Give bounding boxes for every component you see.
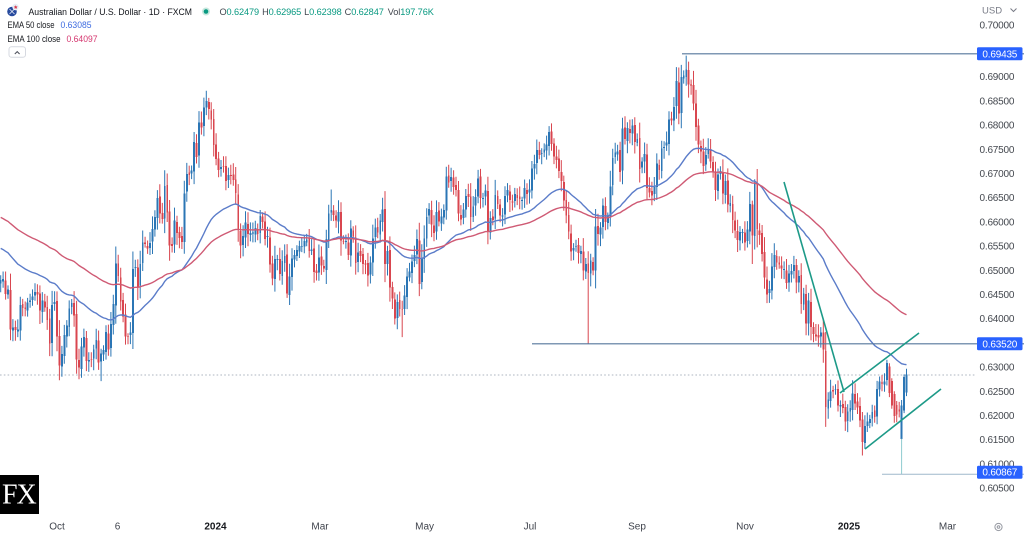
svg-text:2024: 2024 [204, 522, 227, 533]
svg-text:0.70000: 0.70000 [980, 21, 1015, 32]
svg-text:0.65500: 0.65500 [980, 242, 1015, 253]
svg-text:0.66000: 0.66000 [980, 217, 1015, 228]
svg-text:0.68500: 0.68500 [980, 96, 1015, 107]
svg-text:0.69000: 0.69000 [980, 72, 1015, 83]
svg-text:FX: FX [2, 480, 36, 511]
svg-text:Sep: Sep [628, 522, 646, 533]
svg-text:0.60500: 0.60500 [980, 484, 1015, 495]
svg-text:0.64000: 0.64000 [980, 314, 1015, 325]
svg-text:Mar: Mar [939, 522, 957, 533]
svg-text:EMA 100 close: EMA 100 close [8, 34, 61, 44]
svg-text:0.63520: 0.63520 [982, 339, 1017, 350]
svg-text:0.69435: 0.69435 [982, 49, 1017, 60]
svg-text:0.68000: 0.68000 [980, 121, 1015, 132]
svg-text:0.66500: 0.66500 [980, 193, 1015, 204]
svg-text:6: 6 [115, 522, 121, 533]
svg-text:0.65000: 0.65000 [980, 266, 1015, 277]
svg-text:Australian Dollar / U.S. Dolla: Australian Dollar / U.S. Dollar · 1D · F… [29, 7, 193, 18]
svg-text:0.63000: 0.63000 [980, 363, 1015, 374]
svg-text:Nov: Nov [736, 522, 754, 533]
svg-text:0.64097: 0.64097 [67, 34, 98, 44]
svg-text:0.62000: 0.62000 [980, 411, 1015, 422]
svg-text:0.67500: 0.67500 [980, 145, 1015, 156]
svg-text:0.62500: 0.62500 [980, 387, 1015, 398]
svg-text:0.60867: 0.60867 [982, 468, 1017, 479]
svg-text:0.61500: 0.61500 [980, 435, 1015, 446]
svg-text:EMA 50 close: EMA 50 close [8, 20, 55, 30]
svg-text:USD: USD [982, 6, 1002, 17]
svg-text:2025: 2025 [838, 522, 861, 533]
svg-text:Jul: Jul [524, 522, 537, 533]
svg-text:0.63085: 0.63085 [61, 20, 92, 30]
svg-text:Mar: Mar [311, 522, 329, 533]
svg-text:May: May [415, 522, 434, 533]
svg-text:Oct: Oct [49, 522, 65, 533]
svg-text:0.67000: 0.67000 [980, 169, 1015, 180]
svg-text:0.61000: 0.61000 [980, 459, 1015, 470]
svg-text:0.64500: 0.64500 [980, 290, 1015, 301]
